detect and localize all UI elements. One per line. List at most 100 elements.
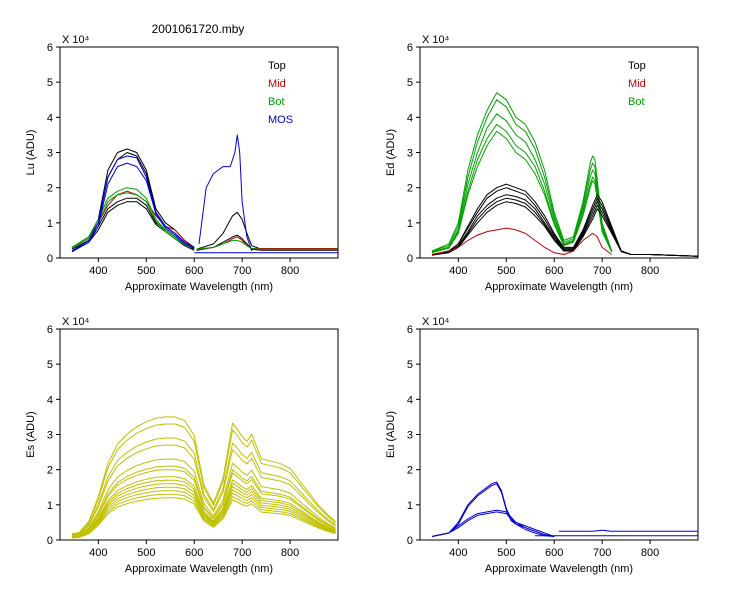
es-ytick-label: 4 — [47, 394, 53, 406]
eu-ytick-label: 0 — [407, 535, 413, 547]
ed-legend: Top Mid Bot — [628, 60, 646, 108]
ed-series-line-bot-4 — [431, 130, 613, 254]
lu-xtick-label: 500 — [137, 265, 155, 277]
lu-series-line-top-4 — [196, 211, 338, 250]
es-series-line-es-8 — [71, 479, 336, 538]
lu-xtick-label: 800 — [281, 265, 299, 277]
es-xtick-label: 500 — [137, 547, 155, 559]
ed-xtick-label: 700 — [593, 265, 611, 277]
es-series-line-es-5 — [71, 465, 336, 537]
es-series-line-es-4 — [71, 458, 336, 537]
ed-xtick-label: 500 — [497, 265, 515, 277]
eu-ytick-label: 1 — [407, 500, 413, 512]
es-xtick-label: 800 — [281, 547, 299, 559]
ed-series-line-mid-10 — [431, 227, 612, 255]
lu-xtick-label: 400 — [89, 265, 107, 277]
ed-legend-entry-top: Top — [628, 60, 646, 72]
es-series-line-es-1 — [71, 423, 336, 535]
ed-series-line-top-9 — [431, 201, 698, 257]
ed-series-line-bot-1 — [431, 99, 613, 252]
ed-series-line-top-5 — [431, 183, 698, 257]
ed-y-axis-label: Ed (ADU) — [385, 129, 397, 176]
lu-x-axis-label: Approximate Wavelength (nm) — [125, 281, 273, 293]
ed-ytick-label: 4 — [407, 112, 413, 124]
lu-ytick-label: 3 — [47, 148, 53, 160]
eu-ytick-label: 6 — [407, 324, 413, 336]
eu-series-line-eu-2 — [431, 509, 555, 537]
eu-xtick-label: 400 — [449, 547, 467, 559]
lu-legend-entry-bot: Bot — [268, 96, 285, 108]
lu-xtick-label: 600 — [185, 265, 203, 277]
ed-ytick-label: 6 — [407, 42, 413, 54]
es-ytick-label: 2 — [47, 465, 53, 477]
lu-series-line-top-5 — [196, 234, 338, 251]
panel-eu: 0 1 2 3 4 5 6 400 500 600 700 800 X 10⁴ Approximate W… — [385, 316, 699, 575]
eu-series-group — [431, 481, 698, 537]
lu-legend-entry-mos: MOS — [268, 114, 293, 126]
eu-x-axis-label: Approximate Wavelength (nm) — [485, 563, 633, 575]
eu-xtick-label: 600 — [545, 547, 563, 559]
lu-legend-entry-mid: Mid — [268, 78, 286, 90]
ed-series-line-bot-3 — [431, 123, 613, 253]
eu-ytick-label: 5 — [407, 359, 413, 371]
eu-y-axis-label: Eu (ADU) — [385, 411, 397, 458]
ed-series-line-bot-0 — [431, 92, 613, 252]
lu-series-line-mos-12 — [71, 162, 195, 253]
es-xtick-label: 700 — [233, 547, 251, 559]
es-series-line-es-0 — [71, 416, 336, 535]
eu-series-line-eu-5 — [559, 529, 698, 532]
es-series-line-es-7 — [71, 476, 336, 538]
lu-series-line-top-3 — [71, 201, 195, 253]
eu-xtick-label: 500 — [497, 547, 515, 559]
es-ytick-label: 6 — [47, 324, 53, 336]
es-xtick-label: 400 — [89, 547, 107, 559]
lu-series-line-bot-10 — [196, 239, 338, 250]
lu-ytick-label: 1 — [47, 218, 53, 230]
es-ytick-label: 1 — [47, 500, 53, 512]
panel-lu: 0 1 2 3 4 5 6 400 500 600 700 800 X 10⁴ Approximate W… — [25, 34, 339, 293]
lu-legend: Top Mid Bot MOS — [268, 60, 293, 126]
eu-series-line-eu-3 — [431, 511, 555, 537]
lu-ytick-label: 2 — [47, 183, 53, 195]
ed-ytick-label: 5 — [407, 77, 413, 89]
ed-series-line-top-6 — [431, 187, 698, 257]
es-ytick-label: 3 — [47, 430, 53, 442]
ed-legend-entry-bot: Bot — [628, 96, 645, 108]
es-series-line-es-6 — [71, 469, 336, 537]
lu-series-line-mos-11 — [71, 155, 195, 252]
es-exponent-label: X 10⁴ — [62, 316, 90, 328]
eu-exponent-label: X 10⁴ — [422, 316, 450, 328]
es-x-axis-label: Approximate Wavelength (nm) — [125, 563, 273, 575]
eu-xtick-label: 700 — [593, 547, 611, 559]
es-series-line-es-11 — [71, 490, 336, 538]
es-series-line-es-9 — [71, 483, 336, 538]
ed-ytick-label: 1 — [407, 218, 413, 230]
panel-es: 0 1 2 3 4 5 6 400 500 600 700 800 X 10⁴ Approximate W… — [25, 316, 339, 575]
ed-xtick-label: 400 — [449, 265, 467, 277]
es-y-axis-label: Es (ADU) — [25, 411, 37, 457]
es-ytick-label: 0 — [47, 535, 53, 547]
lu-ytick-label: 0 — [47, 253, 53, 265]
ed-ytick-label: 3 — [407, 148, 413, 160]
lu-xtick-label: 700 — [233, 265, 251, 277]
eu-ytick-label: 4 — [407, 394, 413, 406]
panel-ed: 0 1 2 3 4 5 6 400 500 600 700 800 X 10⁴ Approximate W… — [385, 34, 699, 293]
es-xtick-label: 600 — [185, 547, 203, 559]
es-series-line-es-13 — [71, 497, 336, 539]
es-series-line-es-12 — [71, 493, 336, 539]
ed-xtick-label: 600 — [545, 265, 563, 277]
ed-ytick-label: 2 — [407, 183, 413, 195]
ed-series-line-top-8 — [431, 197, 698, 257]
lu-ytick-label: 5 — [47, 77, 53, 89]
es-series-line-es-2 — [71, 437, 336, 536]
lu-series-line-mos-13 — [198, 134, 253, 252]
eu-plot-frame — [419, 328, 699, 541]
lu-exponent-label: X 10⁴ — [62, 34, 90, 46]
ed-xtick-label: 800 — [641, 265, 659, 277]
ed-legend-entry-mid: Mid — [628, 78, 646, 90]
eu-xtick-label: 800 — [641, 547, 659, 559]
lu-legend-entry-top: Top — [268, 60, 286, 72]
ed-exponent-label: X 10⁴ — [422, 34, 450, 46]
ed-series-line-bot-2 — [431, 113, 613, 253]
lu-plot-frame — [59, 46, 339, 259]
